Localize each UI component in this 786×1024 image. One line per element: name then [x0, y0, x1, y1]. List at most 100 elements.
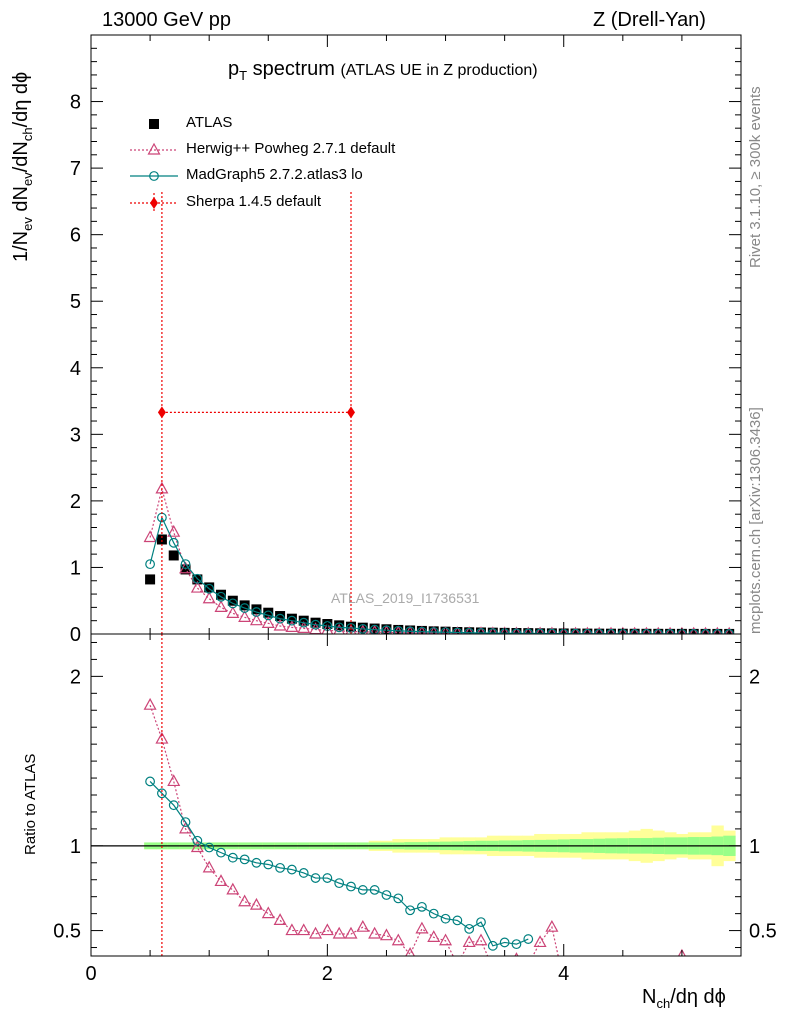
herwig-ratio-point: [226, 882, 240, 895]
herwig-ratio-point: [261, 906, 275, 919]
herwig-ratio-point: [688, 975, 699, 985]
rivet-label: Rivet 3.1.10, ≥ 300k events: [747, 86, 764, 268]
madgraph-ratio-point: [346, 881, 356, 892]
madgraph-point: [405, 626, 415, 634]
madgraph-point: [180, 559, 191, 570]
madgraph-ratio-point: [216, 847, 226, 858]
herwig-ratio-point: [514, 952, 519, 956]
herwig-ratio-point: [344, 926, 358, 939]
herwig-ratio-point: [582, 975, 593, 985]
atlas-point: [464, 627, 475, 634]
madgraph-ratio-point: [369, 885, 380, 895]
ratio-y-tick-label-right: 0.5: [749, 921, 777, 943]
ratio-y-tick-label-right: 1: [749, 836, 760, 858]
madgraph-point: [535, 628, 545, 634]
atlas-point: [156, 534, 167, 545]
herwig-ratio-point: [214, 874, 228, 887]
madgraph-ratio-point: [298, 868, 309, 878]
madgraph-point: [168, 537, 179, 548]
atlas-point: [298, 615, 309, 626]
atlas-point: [369, 623, 380, 634]
herwig-point: [381, 625, 392, 634]
atlas-point: [535, 628, 546, 634]
sherpa-point: [157, 406, 166, 419]
atlas-point: [476, 627, 486, 634]
ratio-data: [91, 634, 741, 985]
madgraph-point: [263, 610, 274, 621]
y-tick-label: 4: [70, 358, 81, 380]
madgraph-point: [357, 624, 368, 634]
legend-herwig: Herwig++ Powheg 2.7.1 default: [186, 140, 396, 157]
herwig-ratio-point: [629, 975, 640, 985]
atlas-point: [594, 628, 605, 634]
herwig-ratio-point: [297, 923, 311, 936]
herwig-ratio-line: [149, 704, 683, 956]
ratio-y-tick-label: 0.5: [53, 921, 81, 943]
herwig-ratio-point: [700, 975, 711, 985]
herwig-ratio-point: [641, 975, 652, 985]
herwig-ratio-point: [570, 975, 581, 985]
y-tick-label: 5: [70, 291, 81, 313]
madgraph-ratio-point: [204, 842, 215, 853]
madgraph-ratio-point: [511, 939, 522, 950]
madgraph-ratio-point: [275, 862, 285, 873]
herwig-ratio-point: [677, 948, 686, 956]
herwig-ratio-point: [309, 926, 323, 939]
herwig-point: [249, 613, 263, 626]
madgraph-ratio-point: [192, 835, 203, 846]
madgraph-ratio-point: [523, 934, 534, 944]
madgraph-point: [452, 627, 463, 634]
atlas-point: [712, 628, 723, 634]
madgraph-ratio-point: [287, 864, 297, 875]
sherpa-point: [347, 406, 355, 419]
atlas-point: [416, 625, 427, 634]
atlas-point: [275, 611, 286, 622]
madgraph-point: [239, 603, 250, 613]
y-tick-label: 0: [70, 624, 81, 646]
herwig-ratio-point: [356, 919, 370, 932]
herwig-point: [238, 610, 252, 622]
madgraph-point: [523, 628, 534, 634]
herwig-point: [666, 626, 675, 634]
atlas-point: [511, 628, 522, 634]
madgraph-point: [440, 627, 451, 634]
herwig-ratio-point: [285, 923, 299, 936]
madgraph-ratio-point: [157, 788, 167, 799]
y-axis-label-ratio: Ratio to ATLAS: [22, 753, 39, 855]
herwig-point: [677, 626, 686, 634]
madgraph-point: [192, 573, 203, 584]
madgraph-ratio-point: [393, 893, 404, 904]
herwig-point: [689, 626, 698, 634]
madgraph-ratio-point: [440, 913, 451, 924]
herwig-ratio-point: [320, 923, 334, 936]
herwig-line: [149, 488, 730, 634]
watermark: ATLAS_2019_I1736531: [331, 590, 480, 606]
atlas-point: [263, 607, 274, 618]
herwig-point: [595, 626, 604, 634]
madgraph-ratio-point: [145, 776, 155, 787]
herwig-point: [357, 624, 369, 634]
madgraph-ratio-point: [452, 915, 463, 926]
madgraph-point: [417, 626, 427, 634]
atlas-point: [724, 628, 735, 634]
herwig-point: [345, 624, 357, 634]
herwig-point: [214, 600, 228, 612]
madgraph-point: [204, 583, 215, 594]
atlas-point: [582, 628, 593, 634]
herwig-point: [606, 626, 616, 634]
herwig-ratio-point: [545, 919, 559, 932]
madgraph-point: [464, 627, 475, 634]
herwig-point: [642, 626, 651, 634]
herwig-ratio-point: [190, 840, 204, 853]
herwig-point: [524, 626, 533, 634]
header-right: Z (Drell-Yan): [593, 9, 706, 31]
plot-title: pT spectrum (ATLAS UE in Z production): [228, 58, 538, 83]
herwig-point: [273, 618, 287, 631]
x-tick-label: 4: [558, 963, 569, 985]
madgraph-point: [310, 619, 321, 630]
madgraph-ratio-point: [180, 817, 191, 828]
herwig-ratio-point: [368, 926, 382, 939]
madgraph-ratio-point: [487, 940, 498, 951]
herwig-point: [226, 606, 240, 618]
madgraph-ratio-point: [334, 878, 345, 889]
